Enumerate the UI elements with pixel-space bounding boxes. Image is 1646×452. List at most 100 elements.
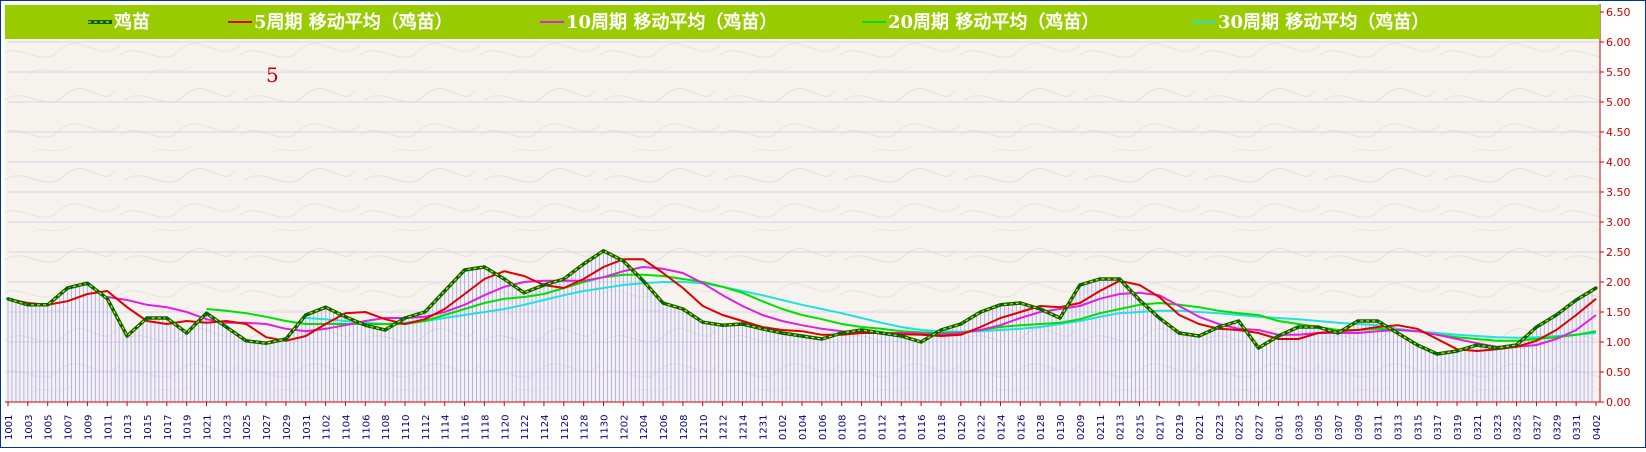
x-tick-label: 0116 — [917, 415, 928, 440]
x-tick-label: 1212 — [719, 415, 730, 440]
price-point — [979, 310, 983, 314]
x-tick-label: 1231 — [758, 415, 769, 440]
x-tick-label: 0305 — [1314, 415, 1325, 440]
price-point — [1515, 343, 1519, 347]
x-tick-label: 0315 — [1413, 415, 1424, 440]
price-point — [1078, 283, 1082, 287]
price-point — [1018, 301, 1022, 305]
x-tick-label: 1025 — [242, 415, 253, 440]
x-tick-label: 0219 — [1175, 415, 1186, 440]
price-point — [1217, 325, 1221, 329]
price-point — [383, 328, 387, 332]
x-tick-label: 0317 — [1433, 415, 1444, 440]
price-point — [959, 322, 963, 326]
x-tick-label: 0307 — [1334, 415, 1345, 440]
price-point — [1177, 331, 1181, 335]
price-point — [6, 297, 10, 301]
price-point — [304, 313, 308, 317]
price-point — [244, 339, 248, 343]
price-point — [1554, 313, 1558, 317]
price-point — [1038, 307, 1042, 311]
y-tick-label: 0.50 — [1606, 366, 1631, 379]
legend-label-ma10: 10周期 移动平均（鸡苗） — [566, 11, 777, 33]
price-point — [403, 316, 407, 320]
price-point — [939, 328, 943, 332]
price-point — [859, 328, 864, 332]
x-tick-label: 1122 — [520, 415, 531, 440]
x-tick-label: 0215 — [1135, 415, 1146, 440]
price-point — [482, 265, 486, 269]
x-tick-label: 1130 — [600, 415, 611, 440]
price-point — [363, 323, 367, 327]
chart-annotation: 5 — [266, 63, 279, 87]
price-point — [443, 289, 447, 293]
price-point — [1237, 319, 1241, 323]
x-tick-label: 0331 — [1572, 415, 1583, 440]
x-tick-label: 1017 — [163, 415, 174, 440]
x-tick-label: 0319 — [1453, 415, 1464, 440]
x-tick-label: 0124 — [997, 415, 1008, 440]
x-tick-label: 1031 — [302, 415, 313, 440]
x-tick-label: 0303 — [1294, 415, 1305, 440]
price-point — [1336, 331, 1340, 335]
price-point — [721, 323, 725, 327]
x-tick-label: 0321 — [1473, 415, 1484, 440]
price-point — [1256, 346, 1261, 350]
x-tick-label: 1114 — [441, 415, 452, 440]
price-point — [1395, 331, 1400, 335]
price-point — [1534, 325, 1539, 329]
price-point — [85, 281, 89, 285]
x-tick-label: 0311 — [1374, 415, 1385, 440]
x-tick-label: 1206 — [659, 415, 670, 440]
y-tick-label: 4.00 — [1606, 156, 1631, 169]
x-tick-label: 0227 — [1255, 415, 1266, 440]
x-tick-label: 0313 — [1394, 415, 1405, 440]
x-tick-label: 0323 — [1493, 415, 1504, 440]
x-tick-label: 0104 — [798, 415, 809, 440]
price-point — [264, 341, 268, 345]
price-point — [462, 268, 467, 272]
x-tick-label: 1210 — [699, 415, 710, 440]
price-point — [1276, 334, 1280, 338]
legend-label-ma5: 5周期 移动平均（鸡苗） — [254, 11, 453, 33]
x-tick-label: 0223 — [1215, 415, 1226, 440]
price-point — [1296, 325, 1300, 329]
price-point — [165, 316, 169, 320]
price-point — [998, 303, 1003, 307]
x-axis-ticks: 1001 1003 1005 1007 1009 1011 1013 1015 1017 1019… — [4, 402, 1603, 440]
price-point — [343, 315, 348, 319]
y-tick-label: 1.00 — [1606, 336, 1631, 349]
x-tick-label: 0301 — [1274, 415, 1285, 440]
price-point — [542, 283, 546, 287]
x-tick-label: 0122 — [977, 415, 988, 440]
price-point — [65, 286, 70, 290]
price-point — [1475, 343, 1479, 347]
legend-label-price: 鸡苗 — [113, 11, 150, 33]
x-tick-label: 0126 — [1016, 415, 1027, 440]
x-tick-label: 1003 — [24, 415, 35, 440]
x-tick-label: 0130 — [1056, 415, 1067, 440]
price-point — [1118, 277, 1122, 281]
y-tick-label: 1.50 — [1606, 306, 1631, 319]
price-point — [224, 325, 228, 329]
x-tick-label: 1110 — [401, 415, 412, 440]
x-tick-label: 0114 — [897, 415, 908, 440]
x-tick-label: 0209 — [1076, 415, 1087, 440]
y-tick-label: 0.00 — [1606, 396, 1631, 409]
x-tick-label: 1011 — [103, 415, 114, 440]
price-point — [522, 291, 526, 295]
price-point — [601, 249, 606, 253]
x-tick-label: 1208 — [679, 415, 690, 440]
x-tick-label: 1120 — [500, 415, 511, 440]
x-tick-label: 0213 — [1116, 415, 1127, 440]
price-point — [879, 331, 884, 335]
y-tick-label: 6.50 — [1606, 6, 1631, 19]
x-tick-label: 1013 — [123, 415, 134, 440]
x-tick-label: 0325 — [1513, 415, 1524, 440]
price-point — [502, 277, 506, 281]
x-tick-label: 1108 — [381, 415, 392, 440]
x-tick-label: 0402 — [1592, 415, 1603, 440]
price-point — [1356, 319, 1360, 323]
x-tick-label: 1009 — [83, 415, 94, 440]
